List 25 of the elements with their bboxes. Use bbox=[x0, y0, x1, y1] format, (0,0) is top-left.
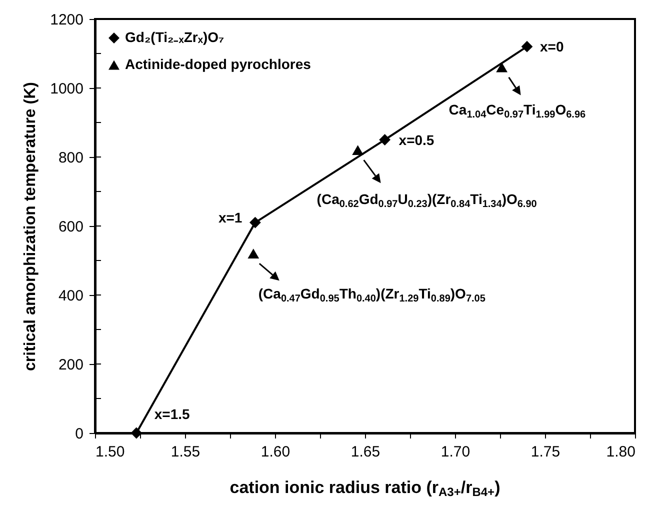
annotation: Ca$_{1.04}$Ce$_{0.97}$Ti$_{1.99}$O$_{6.96}$ bbox=[448, 101, 586, 120]
annotation: x=1 bbox=[218, 210, 242, 226]
text: (Ca$_{0.47}$Gd$_{0.95}$Th$_{0.40}$)(Zr$_{1.29}$Ti$_{0.89}$)O$_{7.05}$ bbox=[258, 286, 486, 304]
x-axis-title: cation ionic radius ratio (r$_{A3+}$/r$_{B4+}$) bbox=[230, 478, 500, 499]
x-tick-label: 1.70 bbox=[440, 444, 470, 460]
x-tick-label: 1.65 bbox=[350, 444, 380, 460]
y-tick-label: 1200 bbox=[50, 12, 84, 28]
y-tick-label: 200 bbox=[58, 356, 84, 374]
y-axis-title: critical amorphization temperature (K) bbox=[22, 82, 40, 371]
legend-label: Gd₂(Ti₂₋ₓZrₓ)O₇ bbox=[125, 29, 224, 45]
x-tick-label: 1.50 bbox=[96, 444, 125, 460]
x-tick-label: 1.55 bbox=[170, 444, 200, 460]
annotation: x=0.5 bbox=[398, 132, 434, 148]
x-tick-label: 1.80 bbox=[606, 444, 636, 460]
y-tick-label: 0 bbox=[75, 426, 84, 442]
x-tick-label: 1.75 bbox=[530, 444, 560, 460]
annotation: x=1.5 bbox=[154, 406, 190, 422]
legend-label: Actinide-doped pyrochlores bbox=[125, 56, 312, 72]
annotation: x=0 bbox=[540, 38, 564, 55]
y-tick-label: 800 bbox=[58, 150, 84, 166]
y-tick-label: 600 bbox=[58, 218, 84, 236]
text: (Ca$_{0.62}$Gd$_{0.97}$U$_{0.23}$)(Zr$_{0.84}$Ti$_{1.34}$)O$_{6.90}$ bbox=[316, 191, 537, 210]
y-tick-label: 400 bbox=[58, 288, 84, 304]
x-tick-label: 1.60 bbox=[260, 444, 290, 460]
y-tick-label: 1000 bbox=[50, 80, 84, 98]
